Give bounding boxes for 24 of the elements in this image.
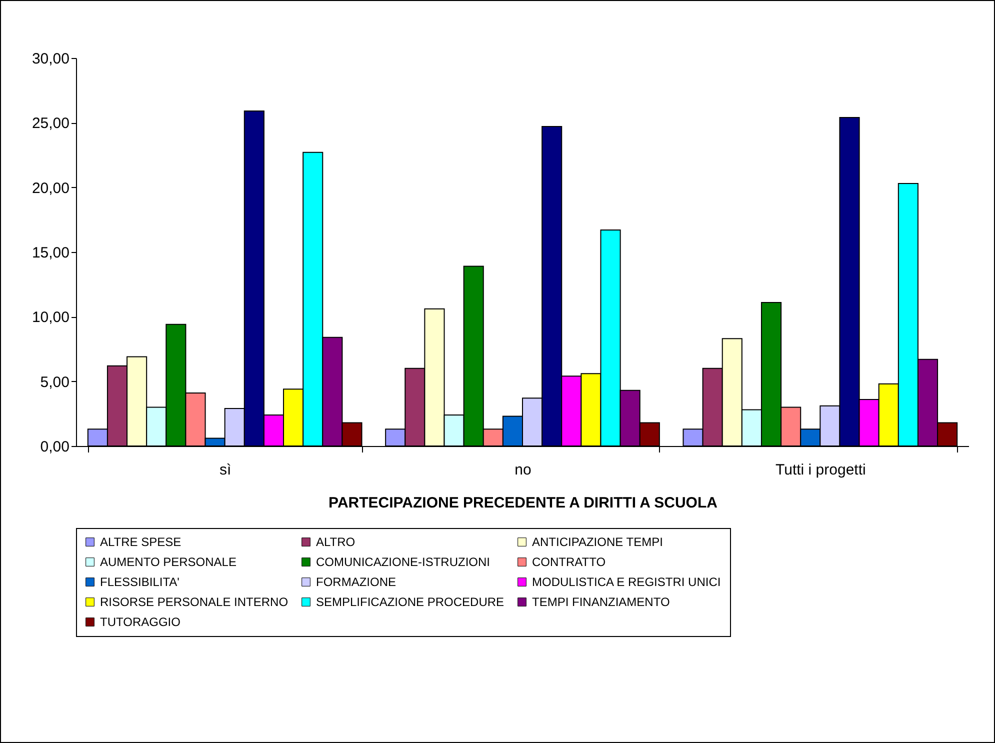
- x-tick-label: sì: [219, 462, 232, 478]
- y-tick-label: 20,00: [32, 180, 70, 197]
- legend-label: AUMENTO PERSONALE: [100, 555, 236, 569]
- y-tick-label: 30,00: [32, 50, 70, 68]
- x-tick-label: no: [514, 462, 532, 478]
- legend-label: RISORSE PERSONALE INTERNO: [100, 595, 288, 609]
- legend-label: ALTRE SPESE: [100, 535, 182, 549]
- x-tick-label: Tutti i progetti: [776, 462, 866, 478]
- legend-label: FORMAZIONE: [316, 575, 396, 589]
- legend-label: CONTRATTO: [532, 555, 606, 569]
- legend-label: ALTRO: [316, 535, 356, 549]
- y-tick-label: 0,00: [40, 438, 70, 456]
- legend-label: SEMPLIFICAZIONE PROCEDURE: [316, 595, 504, 609]
- y-tick-label: 25,00: [32, 115, 70, 132]
- legend-label: ANTICIPAZIONE TEMPI: [532, 535, 663, 549]
- y-tick-label: 10,00: [32, 309, 70, 326]
- legend-label: COMUNICAZIONE-ISTRUZIONI: [316, 555, 490, 569]
- y-tick-label: 15,00: [32, 244, 70, 262]
- y-tick-label: 5,00: [40, 374, 70, 391]
- legend-label: TEMPI FINANZIAMENTO: [532, 595, 670, 609]
- x-axis-title: PARTECIPAZIONE PRECEDENTE A DIRITTI A SCUOLA: [328, 494, 718, 512]
- legend-label: FLESSIBILITA': [100, 575, 180, 589]
- legend-label: MODULISTICA E REGISTRI UNICI: [532, 575, 721, 589]
- legend-label: TUTORAGGIO: [100, 615, 180, 629]
